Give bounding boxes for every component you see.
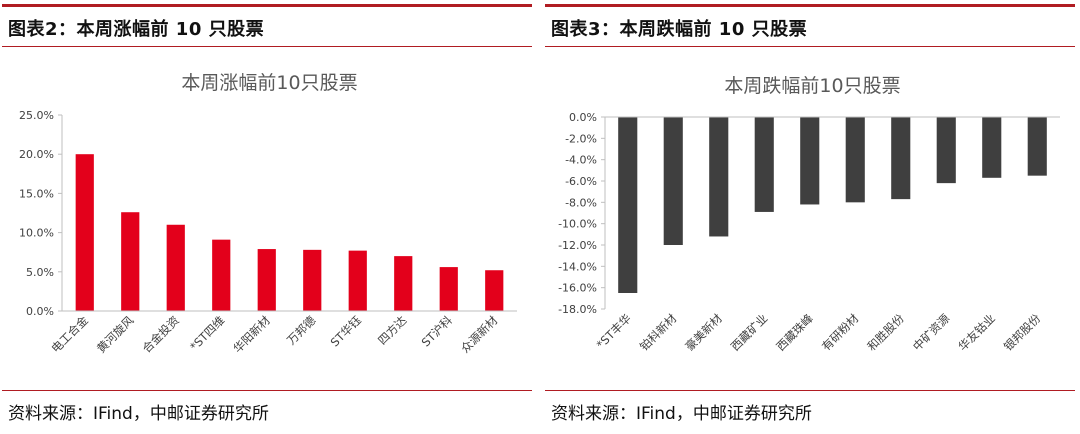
y-tick-label: 25.0% [19, 109, 54, 122]
bar-4 [257, 249, 276, 311]
x-category-label: 中矿资源 [910, 311, 953, 354]
y-tick-label: -10.0% [558, 218, 597, 231]
y-tick-label: 15.0% [19, 187, 54, 200]
bottom-rule [545, 390, 1075, 391]
bar-3 [754, 117, 774, 212]
source-note: 资料来源：IFind，中邮证券研究所 [551, 404, 812, 424]
bar-1 [663, 117, 683, 245]
y-tick-label: -16.0% [558, 282, 597, 295]
y-tick-label: 10.0% [19, 227, 54, 240]
x-category-label: 四方达 [375, 313, 410, 348]
y-tick-label: -2.0% [565, 132, 597, 145]
x-category-label: 合金投资 [139, 313, 181, 355]
y-tick-label: -8.0% [565, 196, 597, 209]
y-tick-label: -14.0% [558, 260, 597, 273]
bar-7 [936, 117, 956, 184]
y-tick-label: -18.0% [558, 303, 597, 316]
bottom-rule [2, 390, 532, 391]
bar-8 [982, 117, 1002, 178]
bar-3 [212, 239, 231, 311]
bar-9 [1027, 117, 1047, 176]
figure-panel-left: 图表2：本周涨幅前 10 只股票 本周涨幅前10只股票 0.0% 5.0% 10.0%… [2, 0, 532, 434]
y-tick-label: 0.0% [569, 111, 597, 124]
bar-7 [394, 256, 413, 311]
x-category-label: 铂科新材 [637, 311, 680, 354]
figure-label: 图表3：本周跌幅前 10 只股票 [551, 19, 808, 40]
title-rule [545, 46, 1075, 47]
y-tick-label: 20.0% [19, 148, 54, 161]
bar-8 [439, 267, 458, 311]
losers-chart: 本周跌幅前10只股票 0.0% -2.0% -4.0% -6.0% -8.0% -10.0%… [558, 75, 1060, 354]
source-note: 资料来源：IFind，中邮证券研究所 [8, 404, 269, 424]
bar-2 [166, 224, 185, 311]
bar-1 [121, 212, 140, 311]
x-category-label: *ST四维 [187, 313, 227, 353]
x-category-label: 万邦德 [284, 313, 319, 348]
x-category-label: 众源新材 [458, 313, 501, 356]
x-category-label: 银邦股份 [1001, 311, 1044, 354]
figure-label: 图表2：本周涨幅前 10 只股票 [8, 19, 265, 40]
title-rule [2, 46, 532, 47]
figure-panel-right: 图表3：本周跌幅前 10 只股票 本周跌幅前10只股票 0.0% -2.0% -4.0… [545, 0, 1075, 434]
bar-2 [709, 117, 729, 237]
x-category-label: 西藏矿业 [728, 311, 770, 353]
y-tick-label: 5.0% [26, 266, 54, 279]
bar-5 [845, 117, 865, 203]
x-category-label: 华阳新材 [230, 313, 273, 356]
bar-5 [303, 249, 322, 311]
bar-0 [618, 117, 638, 293]
y-tick-label: -6.0% [565, 175, 597, 188]
y-tick-label: -4.0% [565, 154, 597, 167]
chart-title: 本周跌幅前10只股票 [724, 75, 900, 97]
x-category-label: 电工合金 [48, 313, 91, 356]
bar-6 [891, 117, 911, 200]
bar-0 [75, 154, 94, 311]
x-category-label: 和胜股份 [864, 311, 907, 354]
top-rule [545, 4, 1075, 7]
bar-9 [485, 270, 504, 311]
gainers-chart: 本周涨幅前10只股票 0.0% 5.0% 10.0% 15.0% 20.0% 25.0% 电工… [19, 72, 517, 356]
x-category-label: 西藏珠峰 [773, 311, 816, 354]
x-category-label: 黄河旋风 [94, 313, 137, 356]
x-category-label: *ST丰华 [594, 311, 634, 351]
top-rule [2, 4, 532, 7]
x-category-label: ST华钰 [328, 313, 365, 350]
chart-title: 本周涨幅前10只股票 [181, 72, 357, 94]
x-category-label: 华友钴业 [955, 311, 997, 353]
x-category-label: ST沪科 [419, 313, 456, 350]
bar-4 [800, 117, 820, 205]
bar-6 [348, 250, 367, 311]
y-tick-label: -12.0% [558, 239, 597, 252]
x-category-label: 豪美新材 [682, 311, 725, 354]
x-category-label: 有研粉材 [819, 311, 862, 354]
y-tick-label: 0.0% [26, 305, 54, 318]
